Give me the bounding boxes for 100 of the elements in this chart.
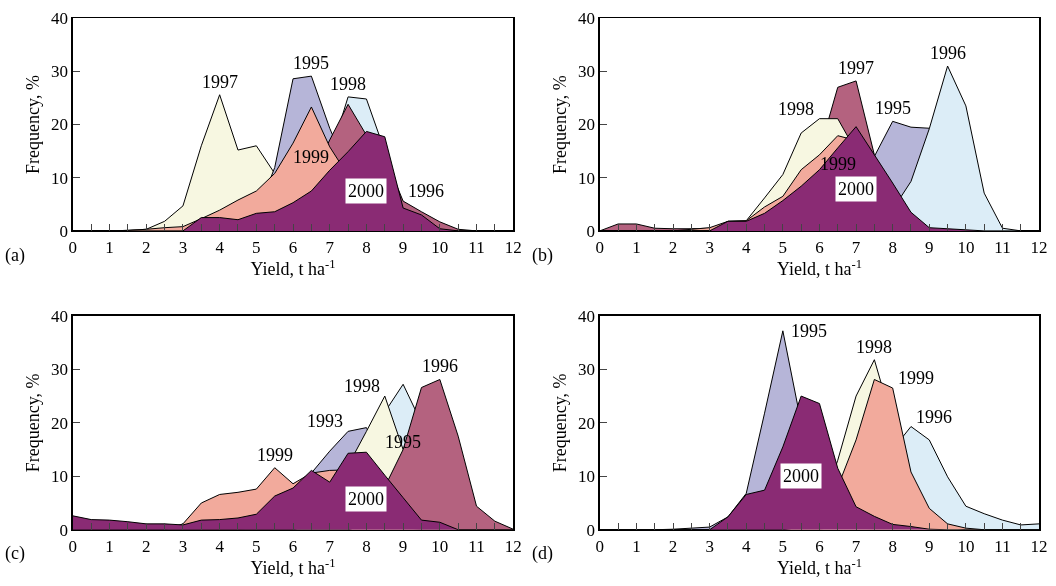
x-tick-label: 11 (994, 237, 1011, 257)
x-tick-label: 10 (431, 536, 449, 556)
series-label: 1998 (344, 376, 380, 396)
series-label: 1999 (293, 147, 329, 167)
y-tick-label: 10 (50, 467, 68, 487)
series-label: 2000 (348, 181, 384, 201)
x-tick-label: 4 (741, 237, 751, 257)
y-tick-label: 20 (50, 413, 68, 433)
x-tick-label: 10 (957, 237, 975, 257)
y-tick-label: 0 (59, 221, 68, 241)
x-tick-label: 3 (705, 237, 714, 257)
y-tick-label: 30 (577, 360, 595, 380)
x-tick-label: 11 (994, 536, 1011, 556)
x-tick-label: 8 (362, 536, 371, 556)
series-label: 1998 (856, 337, 892, 357)
x-tick-label: 8 (888, 536, 897, 556)
x-tick-label: 12 (504, 536, 522, 556)
x-tick-label: 6 (288, 237, 298, 257)
series-label: 2000 (348, 489, 384, 509)
y-tick-label: 10 (577, 168, 595, 188)
series-label: 1997 (202, 72, 238, 92)
x-tick-label: 2 (142, 237, 151, 257)
x-tick-label: 3 (178, 237, 188, 257)
x-tick-label: 12 (504, 237, 522, 257)
y-tick-label: 20 (577, 115, 595, 135)
series-label: 1996 (930, 43, 966, 63)
y-axis-title: Frequency, % (23, 373, 44, 473)
series-label: 1997 (838, 58, 874, 78)
x-axis-title: Yield, t ha$^{-1}$ (250, 555, 336, 579)
x-tick-label: 1 (105, 536, 114, 556)
x-tick-label: 1 (632, 237, 641, 257)
x-axis-title: Yield, t ha$^{-1}$ (776, 555, 862, 579)
x-tick-label: 11 (468, 237, 485, 257)
x-tick-label: 8 (362, 237, 371, 257)
series-label: 1998 (778, 99, 814, 119)
x-axis-title: Yield, t ha$^{-1}$ (250, 256, 336, 280)
y-tick-label: 10 (577, 467, 595, 487)
y-tick-label: 30 (577, 62, 595, 82)
series-label: 2000 (838, 179, 874, 199)
y-tick-label: 20 (50, 115, 68, 135)
y-axis-title: Frequency, % (550, 373, 571, 473)
text: (a) (5, 245, 25, 266)
x-tick-label: 4 (741, 536, 751, 556)
x-tick-label: 9 (398, 536, 408, 556)
y-tick-label: 40 (577, 306, 595, 326)
y-tick-label: 20 (577, 413, 595, 433)
series-label: 1996 (916, 407, 952, 427)
series-label: 1995 (875, 98, 911, 118)
x-tick-label: 9 (925, 536, 934, 556)
x-tick-label: 4 (215, 536, 225, 556)
y-tick-label: 0 (586, 520, 595, 540)
y-tick-label: 30 (50, 62, 68, 82)
x-tick-label: 6 (815, 237, 824, 257)
x-tick-label: 9 (398, 237, 408, 257)
y-tick-label: 10 (50, 168, 68, 188)
x-tick-label: 7 (325, 536, 335, 556)
series-label: 1999 (257, 445, 293, 465)
x-tick-label: 3 (178, 536, 188, 556)
x-tick-label: 4 (215, 237, 225, 257)
series-label: 1995 (293, 53, 329, 73)
x-tick-label: 7 (851, 237, 861, 257)
y-tick-label: 40 (50, 9, 68, 29)
x-tick-label: 8 (888, 237, 897, 257)
y-tick-label: 40 (50, 306, 68, 326)
series-label: 1995 (791, 321, 827, 341)
x-tick-label: 1 (632, 536, 641, 556)
x-tick-label: 2 (668, 237, 678, 257)
series-label: 1996 (422, 356, 458, 376)
series-label: 1995 (385, 432, 421, 452)
series-label: 1993 (307, 411, 343, 431)
y-tick-label: 40 (577, 9, 595, 29)
x-tick-label: 6 (815, 536, 824, 556)
x-tick-label: 12 (1030, 536, 1048, 556)
x-tick-label: 3 (705, 536, 714, 556)
series-label: 1999 (820, 154, 856, 174)
x-tick-label: 1 (105, 237, 114, 257)
x-tick-label: 9 (925, 237, 934, 257)
x-tick-label: 10 (431, 237, 449, 257)
series-label: 1998 (330, 74, 366, 94)
y-tick-label: 0 (586, 221, 595, 241)
x-tick-label: 2 (668, 536, 678, 556)
series-label: 1999 (898, 368, 934, 388)
x-tick-label: 5 (778, 237, 788, 257)
x-tick-label: 7 (325, 237, 335, 257)
x-tick-label: 2 (142, 536, 151, 556)
x-tick-label: 11 (468, 536, 485, 556)
x-tick-label: 10 (957, 536, 975, 556)
x-tick-label: 5 (252, 536, 261, 556)
y-tick-label: 30 (50, 360, 68, 380)
text: (d) (532, 543, 553, 564)
x-tick-label: 5 (252, 237, 261, 257)
x-tick-label: 12 (1030, 237, 1048, 257)
x-tick-label: 5 (778, 536, 788, 556)
series-label: 1996 (408, 181, 444, 201)
x-axis-title: Yield, t ha$^{-1}$ (776, 256, 862, 280)
text: (b) (532, 245, 553, 266)
x-tick-label: 7 (851, 536, 861, 556)
y-axis-title: Frequency, % (550, 75, 571, 174)
y-axis-title: Frequency, % (23, 75, 44, 174)
text: (c) (5, 543, 25, 564)
